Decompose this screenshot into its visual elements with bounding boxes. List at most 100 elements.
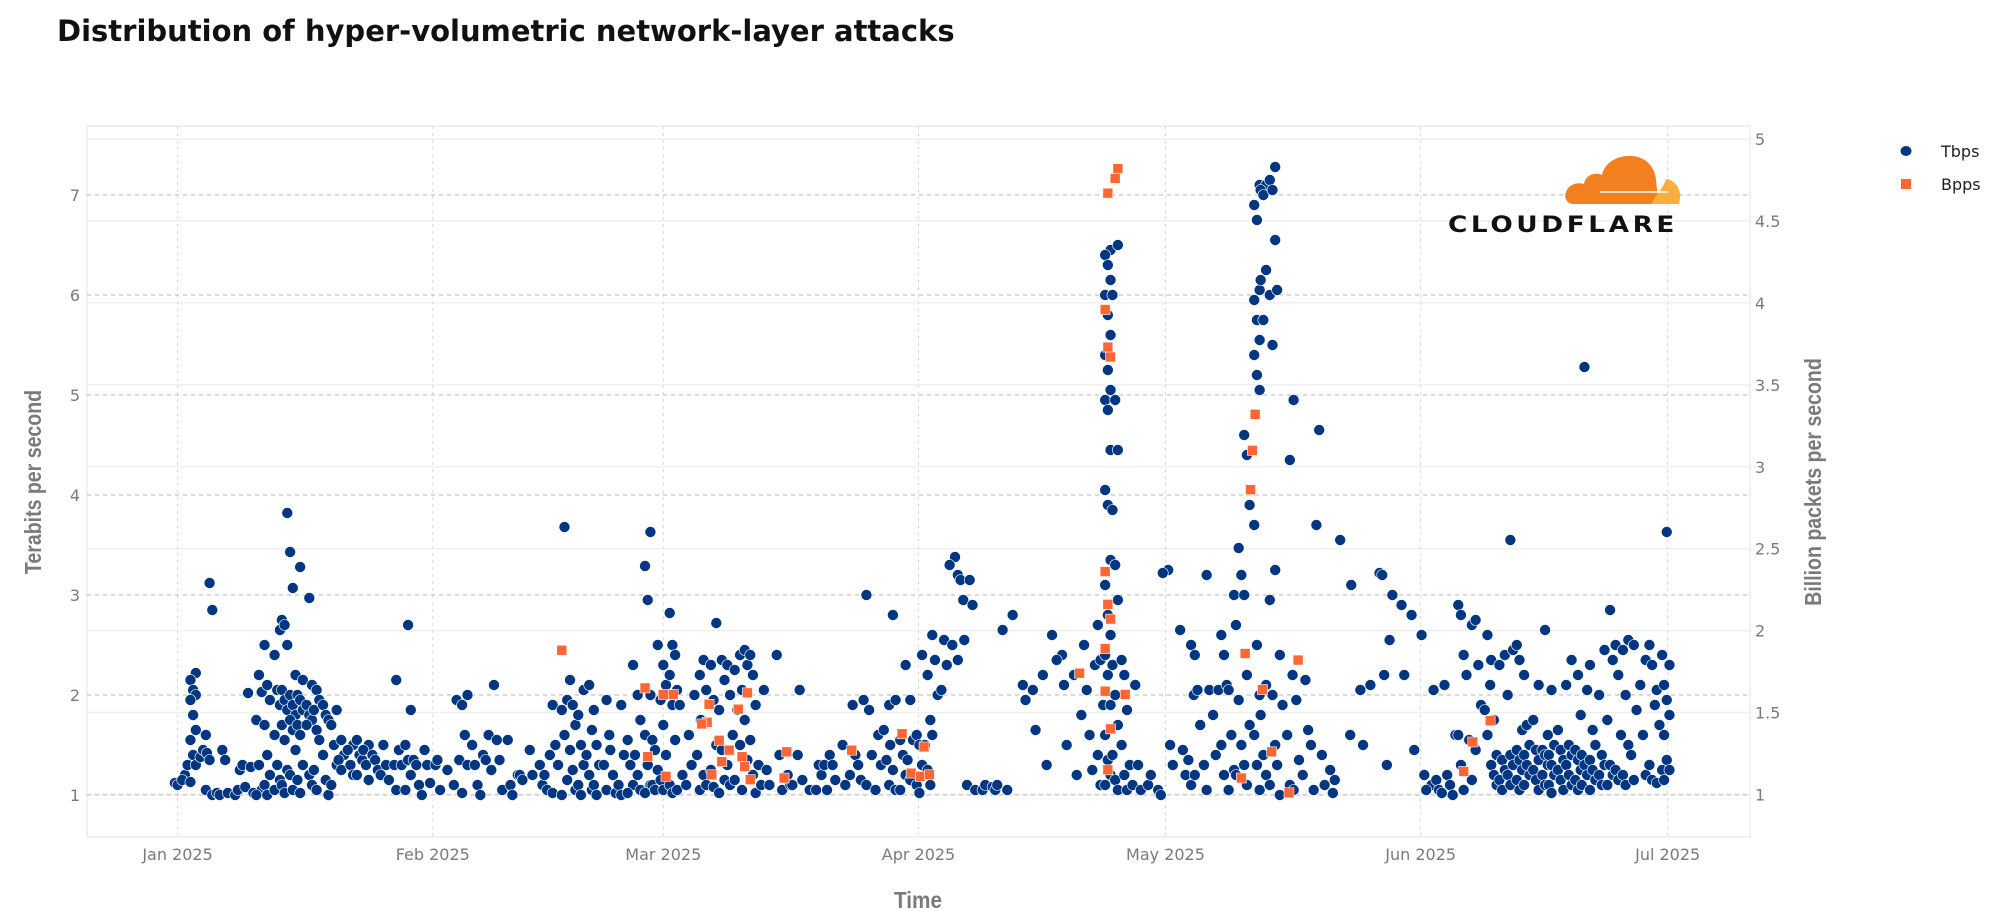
tbps-point [1238, 589, 1251, 601]
tbps-point [250, 789, 263, 801]
tbps-point [741, 659, 754, 671]
tbps-point [1260, 769, 1272, 781]
bpps-point [1099, 304, 1111, 315]
bpps-point [1283, 787, 1295, 799]
legend-label-bpps: Bpps [1941, 175, 1981, 194]
tbps-point [317, 749, 329, 761]
tbps-point [796, 774, 809, 786]
tbps-point [575, 789, 587, 801]
tbps-point [943, 559, 956, 571]
tbps-point [1617, 644, 1629, 656]
tbps-point [1174, 624, 1186, 636]
tbps-point [1251, 369, 1263, 381]
bpps-point [1266, 746, 1277, 758]
tbps-point [590, 739, 603, 751]
tbps-point [1541, 729, 1554, 741]
bpps-point [905, 767, 917, 779]
tbps-point [963, 574, 976, 586]
tbps-point [1106, 289, 1119, 301]
y2-tick-label: 1.5 [1755, 703, 1780, 722]
tbps-point [1086, 764, 1099, 776]
tbps-point [1501, 689, 1514, 701]
tbps-point [1209, 749, 1222, 761]
tbps-point [728, 664, 741, 676]
tbps-point [1601, 714, 1614, 726]
tbps-point [184, 776, 197, 788]
tbps-point [641, 594, 654, 606]
tbps-point [894, 784, 907, 796]
tbps-point [1344, 729, 1356, 741]
tbps-point [1302, 724, 1314, 736]
tbps-point [1281, 729, 1293, 741]
tbps-point [558, 729, 571, 741]
tbps-point [1253, 384, 1266, 396]
tbps-point [1287, 394, 1300, 406]
tbps-point [1106, 504, 1119, 516]
tbps-point [1381, 759, 1393, 771]
bpps-point [846, 744, 858, 756]
tbps-point [187, 709, 199, 721]
y2-tick-label: 2.5 [1755, 540, 1780, 559]
bpps-point [639, 682, 651, 694]
tbps-point [1313, 424, 1326, 436]
tbps-point [728, 774, 741, 786]
tbps-point [791, 749, 804, 761]
tbps-point [558, 521, 571, 533]
tbps-point [1606, 654, 1619, 666]
tbps-point [1257, 314, 1270, 326]
tbps-point [685, 759, 698, 771]
tbps-point [598, 759, 610, 771]
tbps-point [1586, 724, 1599, 736]
tbps-point [264, 694, 276, 706]
tbps-point [1215, 739, 1228, 751]
tbps-point [680, 779, 692, 791]
tbps-point [284, 546, 296, 558]
tbps-point [308, 704, 320, 716]
tbps-point [663, 669, 676, 681]
tbps-point [1191, 684, 1204, 696]
tbps-point [294, 787, 306, 799]
tbps-point [588, 779, 600, 791]
tbps-point [1513, 654, 1526, 666]
legend-item-bpps[interactable]: Bpps [1901, 175, 1981, 194]
tbps-point [1248, 519, 1261, 531]
legend-item-tbps[interactable]: Tbps [1900, 142, 1980, 161]
tbps-point [1601, 779, 1614, 791]
cloudflare-logo: CLOUDFLARE [1448, 155, 1681, 238]
tbps-point [1518, 669, 1530, 681]
tbps-point [564, 674, 576, 686]
tbps-point [916, 649, 928, 661]
tbps-point [657, 719, 670, 731]
tbps-point [839, 779, 852, 791]
tbps-point [1364, 679, 1377, 691]
tbps-point [1189, 769, 1201, 781]
tbps-point [924, 779, 937, 791]
tbps-point [1438, 679, 1451, 691]
tbps-point [1080, 684, 1093, 696]
x-tick-label: Jan 2025 [141, 845, 212, 864]
bpps-point [1099, 685, 1111, 697]
tbps-point [1225, 729, 1238, 741]
tbps-point [860, 589, 873, 601]
x-tick-label: Mar 2025 [625, 845, 701, 864]
tbps-point [694, 669, 706, 681]
bpps-point [1292, 654, 1304, 666]
tbps-point [308, 764, 320, 776]
tbps-point [583, 679, 595, 691]
tbps-point [253, 759, 265, 771]
tbps-point [1518, 779, 1530, 791]
bpps-point [716, 756, 728, 767]
tbps-point [1296, 769, 1309, 781]
y2-tick-label: 3 [1755, 458, 1765, 477]
tbps-point [549, 739, 562, 751]
bpps-point [1245, 484, 1256, 495]
tbps-point [1132, 759, 1144, 771]
tbps-point [877, 724, 890, 736]
tbps-point [639, 560, 651, 572]
tbps-point [1584, 659, 1596, 671]
chart-title: Distribution of hyper-volumetric network… [57, 14, 955, 48]
x-tick-label: Feb 2025 [396, 845, 470, 864]
tbps-point [261, 679, 274, 691]
tbps-point [1274, 649, 1286, 661]
tbps-point [569, 719, 582, 731]
